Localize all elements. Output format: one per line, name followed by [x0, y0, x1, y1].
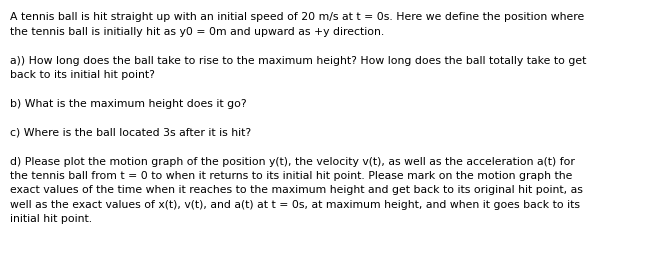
Text: d) Please plot the motion graph of the position y(t), the velocity v(t), as well: d) Please plot the motion graph of the p… [10, 157, 575, 166]
Text: initial hit point.: initial hit point. [10, 214, 92, 224]
Text: well as the exact values of x(t), v(t), and a(t) at t = 0s, at maximum height, a: well as the exact values of x(t), v(t), … [10, 200, 580, 210]
Text: c) Where is the ball located 3s after it is hit?: c) Where is the ball located 3s after it… [10, 128, 251, 138]
Text: back to its initial hit point?: back to its initial hit point? [10, 70, 155, 80]
Text: the tennis ball from t = 0 to when it returns to its initial hit point. Please m: the tennis ball from t = 0 to when it re… [10, 171, 573, 181]
Text: A tennis ball is hit straight up with an initial speed of 20 m/s at t = 0s. Here: A tennis ball is hit straight up with an… [10, 12, 584, 22]
Text: exact values of the time when it reaches to the maximum height and get back to i: exact values of the time when it reaches… [10, 185, 583, 195]
Text: a)) How long does the ball take to rise to the maximum height? How long does the: a)) How long does the ball take to rise … [10, 56, 587, 66]
Text: the tennis ball is initially hit as y0 = 0m and upward as +y direction.: the tennis ball is initially hit as y0 =… [10, 27, 384, 37]
Text: b) What is the maximum height does it go?: b) What is the maximum height does it go… [10, 99, 247, 109]
